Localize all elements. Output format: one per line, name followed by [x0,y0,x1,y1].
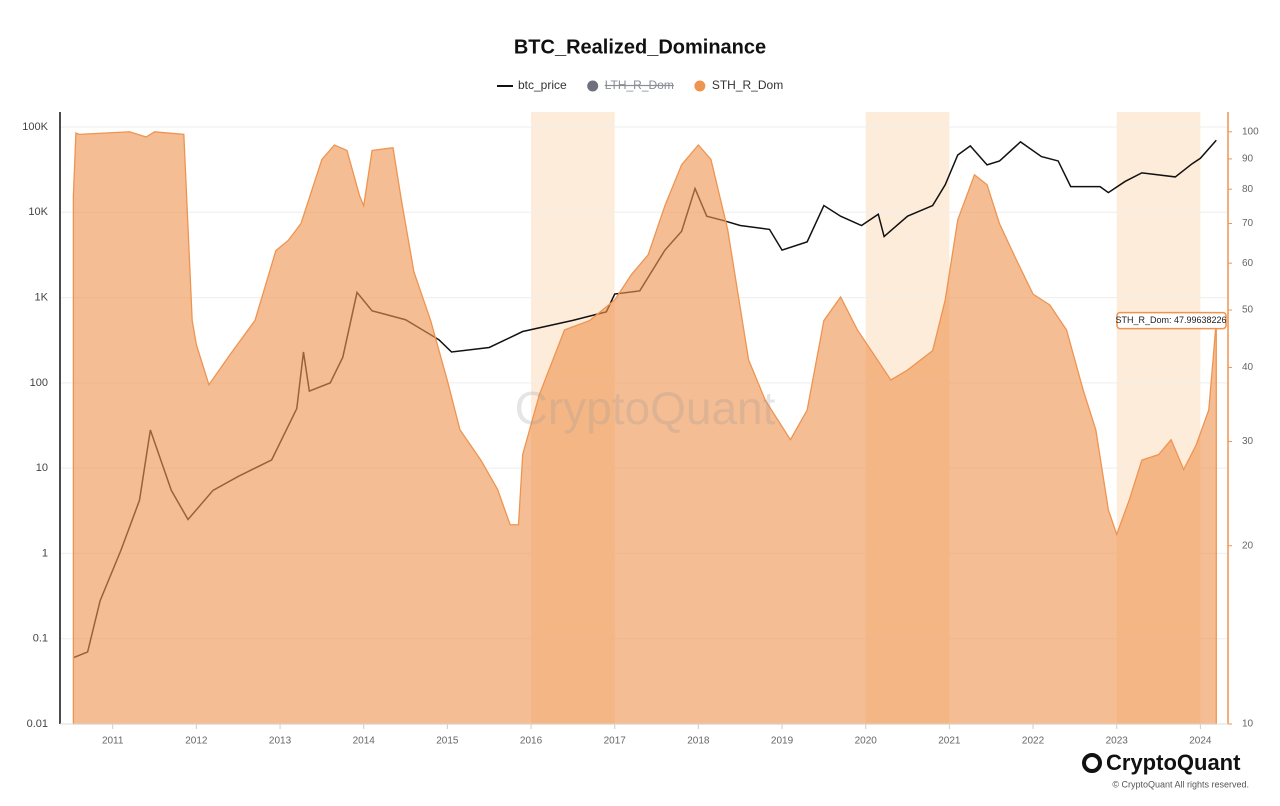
copyright: © CryptoQuant All rights reserved. [1112,779,1249,789]
x-tick-label: 2013 [269,736,292,747]
x-tick-label: 2023 [1106,736,1129,747]
chart-title: BTC_Realized_Dominance [514,36,766,58]
x-tick-label: 2017 [604,736,627,747]
y2-tick-label: 30 [1242,436,1254,447]
legend: btc_price LTH_R_Dom STH_R_Dom [497,78,783,92]
legend-swatch [587,80,599,92]
legend-item[interactable]: LTH_R_Dom [587,78,674,92]
watermark: CryptoQuant [515,382,776,434]
y2-tick-label: 10 [1242,719,1254,730]
dominance-area [72,131,1217,725]
y2-tick-label: 90 [1242,154,1254,165]
x-tick-label: 2012 [185,736,208,747]
y2-tick-label: 60 [1242,258,1254,269]
logo-text: CryptoQuant [1106,750,1241,775]
y-tick-label: 0.01 [27,718,48,730]
x-tick-label: 2018 [687,736,710,747]
legend-item[interactable]: STH_R_Dom [694,78,783,92]
y-tick-label: 0.1 [33,633,48,645]
legend-label: LTH_R_Dom [605,78,674,92]
annotation-box [1116,311,1227,330]
x-tick-label: 2015 [436,736,459,747]
x-tick-label: 2011 [102,736,124,747]
x-tick-label: 2021 [938,736,961,747]
x-tick-label: 2014 [353,736,376,747]
y-tick-label: 100 [30,377,48,389]
x-tick-label: 2024 [1189,736,1212,747]
y-tick-label: 1K [35,291,49,303]
y2-tick-label: 50 [1242,305,1254,316]
y-tick-label: 100K [22,121,48,133]
y-tick-label: 10K [28,206,48,218]
logo: CryptoQuant © CryptoQuant All rights res… [1082,750,1249,789]
y2-tick-label: 20 [1242,540,1254,551]
logo-icon [1082,753,1102,773]
x-tick-label: 2022 [1022,736,1045,747]
y2-tick-label: 80 [1242,184,1254,195]
y2-tick-label: 40 [1242,362,1254,373]
x-tick-label: 2016 [520,736,543,747]
annotation: STH_R_Dom: 47.99638226 [1115,315,1226,325]
legend-label: btc_price [518,78,567,92]
plot-area [60,112,1228,725]
y2-tick-label: 70 [1242,218,1254,229]
y-tick-label: 1 [42,547,48,559]
legend-label: STH_R_Dom [712,78,783,92]
y-tick-label: 10 [36,462,48,474]
legend-swatch [694,80,706,92]
legend-item[interactable]: btc_price [497,78,567,92]
x-tick-label: 2020 [855,736,878,747]
y2-tick-label: 100 [1242,126,1259,137]
x-tick-label: 2019 [771,736,794,747]
